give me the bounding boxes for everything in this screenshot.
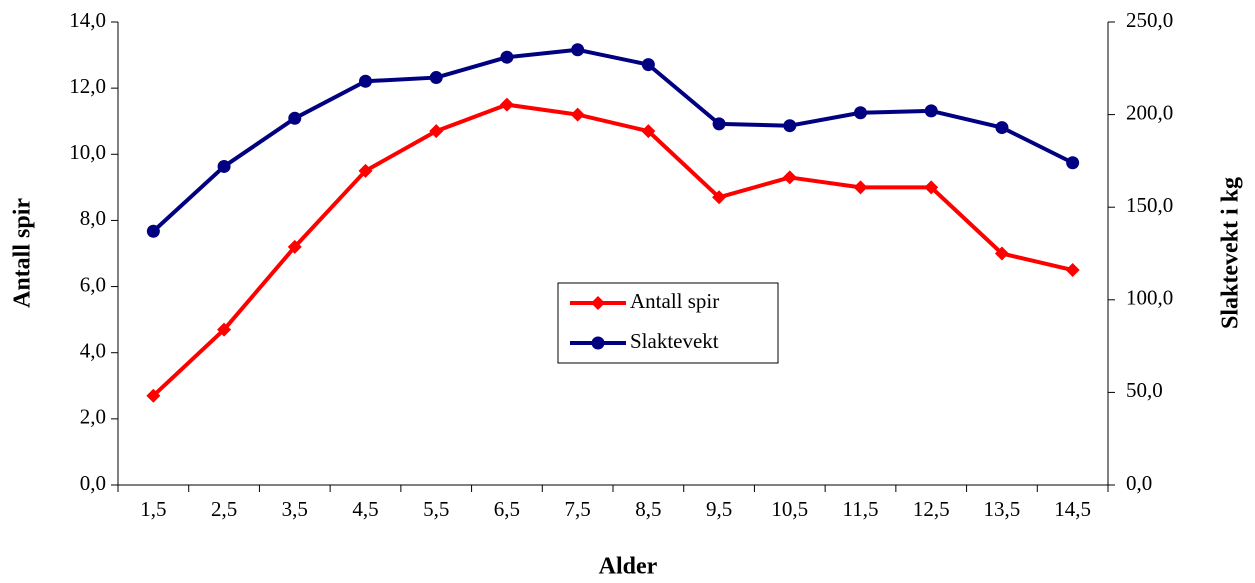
x-tick-label: 5,5	[423, 497, 449, 521]
point	[288, 111, 302, 125]
point	[358, 163, 373, 178]
y-tick-label: 2,0	[80, 405, 106, 429]
series-line	[152, 47, 1074, 233]
point	[217, 322, 232, 337]
legend-label: Slaktevekt	[630, 329, 719, 353]
y2-tick-label: 150,0	[1126, 193, 1173, 217]
y2-tick-label: 200,0	[1126, 100, 1173, 124]
x-tick-label: 1,5	[140, 497, 166, 521]
y2-tick-label: 0,0	[1126, 471, 1152, 495]
y-tick-label: 12,0	[69, 74, 106, 98]
point	[217, 159, 231, 173]
point	[783, 119, 797, 133]
point	[994, 246, 1009, 261]
point	[500, 50, 514, 64]
legend-box	[557, 282, 779, 364]
legend-marker	[591, 336, 605, 350]
y-tick-label: 14,0	[69, 8, 106, 32]
x-tick-label: 9,5	[706, 497, 732, 521]
point	[1065, 263, 1080, 278]
point	[146, 388, 161, 403]
point	[853, 180, 868, 195]
point	[854, 106, 867, 120]
y-tick-label: 4,0	[80, 339, 106, 363]
point	[429, 124, 444, 139]
point	[499, 97, 514, 112]
x-axis-title: Alder	[599, 554, 658, 580]
x-tick-label: 7,5	[565, 497, 591, 521]
x-tick-label: 3,5	[282, 497, 308, 521]
x-tick-label: 13,5	[984, 497, 1021, 521]
point	[359, 74, 372, 88]
point	[287, 239, 302, 254]
y-tick-label: 6,0	[80, 272, 106, 296]
x-tick-label: 8,5	[635, 497, 661, 521]
point	[995, 121, 1009, 135]
point	[712, 117, 726, 131]
series-line	[151, 102, 1074, 398]
point	[1066, 156, 1080, 170]
x-tick-label: 6,5	[494, 497, 520, 521]
y-tick-label: 8,0	[80, 206, 106, 230]
point	[571, 43, 585, 57]
x-tick-label: 11,5	[843, 497, 879, 521]
y-axis-title: Antall spir	[10, 198, 36, 308]
x-tick-label: 4,5	[352, 497, 378, 521]
legend-marker	[591, 296, 605, 310]
legend-label: Antall spir	[630, 289, 719, 313]
legend: Antall spir Slaktevekt	[557, 282, 779, 364]
y-tick-label: 10,0	[69, 140, 106, 164]
x-tick-label: 12,5	[913, 497, 950, 521]
point	[146, 224, 160, 238]
y2-axis-title: Slaktevekt i kg	[1218, 177, 1244, 329]
point	[924, 104, 938, 118]
point	[570, 107, 585, 122]
point	[641, 58, 655, 72]
x-tick-label: 10,5	[771, 497, 808, 521]
y-tick-label: 0,0	[80, 471, 106, 495]
point	[924, 180, 939, 195]
point	[429, 71, 443, 85]
x-tick-label: 14,5	[1054, 497, 1091, 521]
point	[641, 124, 656, 139]
point	[782, 170, 797, 185]
point	[712, 190, 727, 205]
y2-tick-label: 250,0	[1126, 8, 1173, 32]
y2-tick-label: 100,0	[1126, 286, 1173, 310]
x-tick-label: 2,5	[211, 497, 237, 521]
y2-tick-label: 50,0	[1126, 378, 1163, 402]
